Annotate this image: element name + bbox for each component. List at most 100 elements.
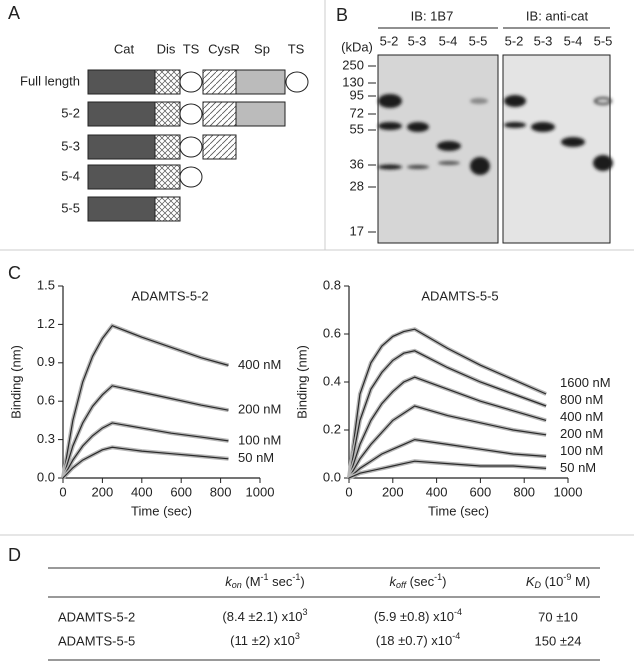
y-tick-label: 1.2	[37, 316, 55, 331]
cat-domain	[87, 196, 156, 222]
table-row: ADAMTS-5-5 (11 ±2) x103 (18 ±0.7) x10-4 …	[58, 631, 581, 648]
series-halo	[61, 383, 229, 479]
unit: )	[300, 574, 304, 589]
lane-label: 5-5	[469, 33, 488, 48]
band	[504, 122, 526, 128]
value: (5.9 ±0.8) x10	[374, 609, 454, 624]
x-tick-label: 0	[59, 484, 66, 499]
superscript: -9	[563, 572, 571, 582]
series-line	[348, 376, 547, 479]
band	[470, 98, 488, 104]
unit: (10	[541, 574, 563, 589]
x-tick-label: 800	[210, 484, 232, 499]
band	[407, 165, 429, 169]
lane-label: 5-5	[594, 33, 613, 48]
dis-domain	[154, 134, 181, 160]
sp-domain	[235, 69, 286, 95]
ts-domain	[179, 103, 203, 125]
y-tick-label: 0.6	[323, 325, 341, 340]
ts-domain	[179, 71, 203, 93]
domain-header: Dis	[157, 41, 176, 56]
unit: sec	[269, 574, 293, 589]
symbol: K	[526, 574, 536, 589]
series-label: 50 nM	[238, 450, 274, 465]
band	[504, 95, 526, 107]
axis	[348, 286, 568, 479]
row-label: 5-5	[61, 200, 80, 215]
band	[378, 164, 402, 170]
domain-header: TS	[183, 41, 200, 56]
lane-label: 5-2	[505, 33, 524, 48]
lane-label: 5-4	[564, 33, 583, 48]
series-label: 200 nM	[238, 402, 281, 417]
cell: (11 ±2) x103	[230, 631, 300, 648]
y-axis-title: Binding (nm)	[8, 345, 23, 419]
x-tick-label: 600	[470, 484, 492, 499]
sp-domain	[235, 101, 286, 127]
series-line	[348, 405, 547, 479]
series-label: 800 nM	[560, 392, 603, 407]
y-tick-label: 0.4	[323, 373, 341, 388]
table-header: koff (sec-1)	[389, 572, 446, 590]
band	[531, 122, 555, 132]
lane-label: 5-3	[534, 33, 553, 48]
exponent: -4	[454, 607, 462, 617]
cysr-domain	[202, 69, 237, 95]
row-label: 5-2	[61, 105, 80, 120]
row-label: 5-3	[61, 138, 80, 153]
series-halo	[347, 437, 547, 480]
dis-domain	[154, 69, 181, 95]
symbol: k	[225, 574, 233, 589]
cell: 150 ±24	[535, 633, 582, 648]
domain-header: CysR	[208, 41, 240, 56]
x-tick-label: 200	[92, 484, 114, 499]
y-tick-label: 0.0	[37, 469, 55, 484]
domain-header: Sp	[254, 41, 270, 56]
series-label: 100 nM	[238, 432, 281, 447]
ts-domain	[179, 166, 203, 188]
series-line	[62, 385, 229, 479]
series-line	[62, 324, 229, 479]
x-tick-label: 1000	[554, 484, 583, 499]
y-tick-label: 1.5	[37, 277, 55, 292]
series-line	[348, 460, 547, 479]
marker-label: 17	[350, 223, 364, 238]
band	[378, 94, 402, 108]
band	[438, 161, 460, 165]
y-tick-label: 0.8	[323, 277, 341, 292]
exponent: -4	[452, 631, 460, 641]
table-header: KD (10-9 M)	[526, 572, 590, 590]
series-line	[348, 328, 547, 479]
unit: M)	[571, 574, 590, 589]
series-label: 1600 nM	[560, 375, 611, 390]
x-tick-label: 200	[382, 484, 404, 499]
band	[378, 122, 402, 130]
marker-label: 72	[350, 105, 364, 120]
cell: (5.9 ±0.8) x10-4	[374, 607, 462, 624]
subscript: off	[396, 580, 408, 590]
domain-header: Cat	[114, 41, 135, 56]
cat-domain	[87, 164, 156, 190]
lane-label: 5-3	[408, 33, 427, 48]
ts-domain	[285, 71, 309, 93]
band	[470, 157, 490, 175]
row-name: ADAMTS-5-5	[58, 633, 135, 648]
marker-label: 130	[342, 74, 364, 89]
series-line	[62, 422, 229, 479]
marker-label: 36	[350, 156, 364, 171]
unit: (M	[242, 574, 261, 589]
band	[593, 155, 613, 171]
y-tick-label: 0.6	[37, 393, 55, 408]
panel-label: B	[336, 5, 348, 25]
y-tick-label: 0.9	[37, 354, 55, 369]
band	[407, 122, 429, 132]
band	[561, 137, 585, 147]
marker-label: 250	[342, 57, 364, 72]
x-tick-label: 1000	[246, 484, 275, 499]
cell: (8.4 ±2.1) x103	[222, 607, 307, 624]
y-tick-label: 0.0	[323, 469, 341, 484]
x-axis-title: Time (sec)	[131, 503, 192, 518]
marker-label: 28	[350, 178, 364, 193]
exponent: 3	[303, 607, 308, 617]
charts: 0.0 0.3 0.6 0.9 1.2 1.5 0 200 400 600 800 1000 ADAMT…	[8, 277, 610, 518]
